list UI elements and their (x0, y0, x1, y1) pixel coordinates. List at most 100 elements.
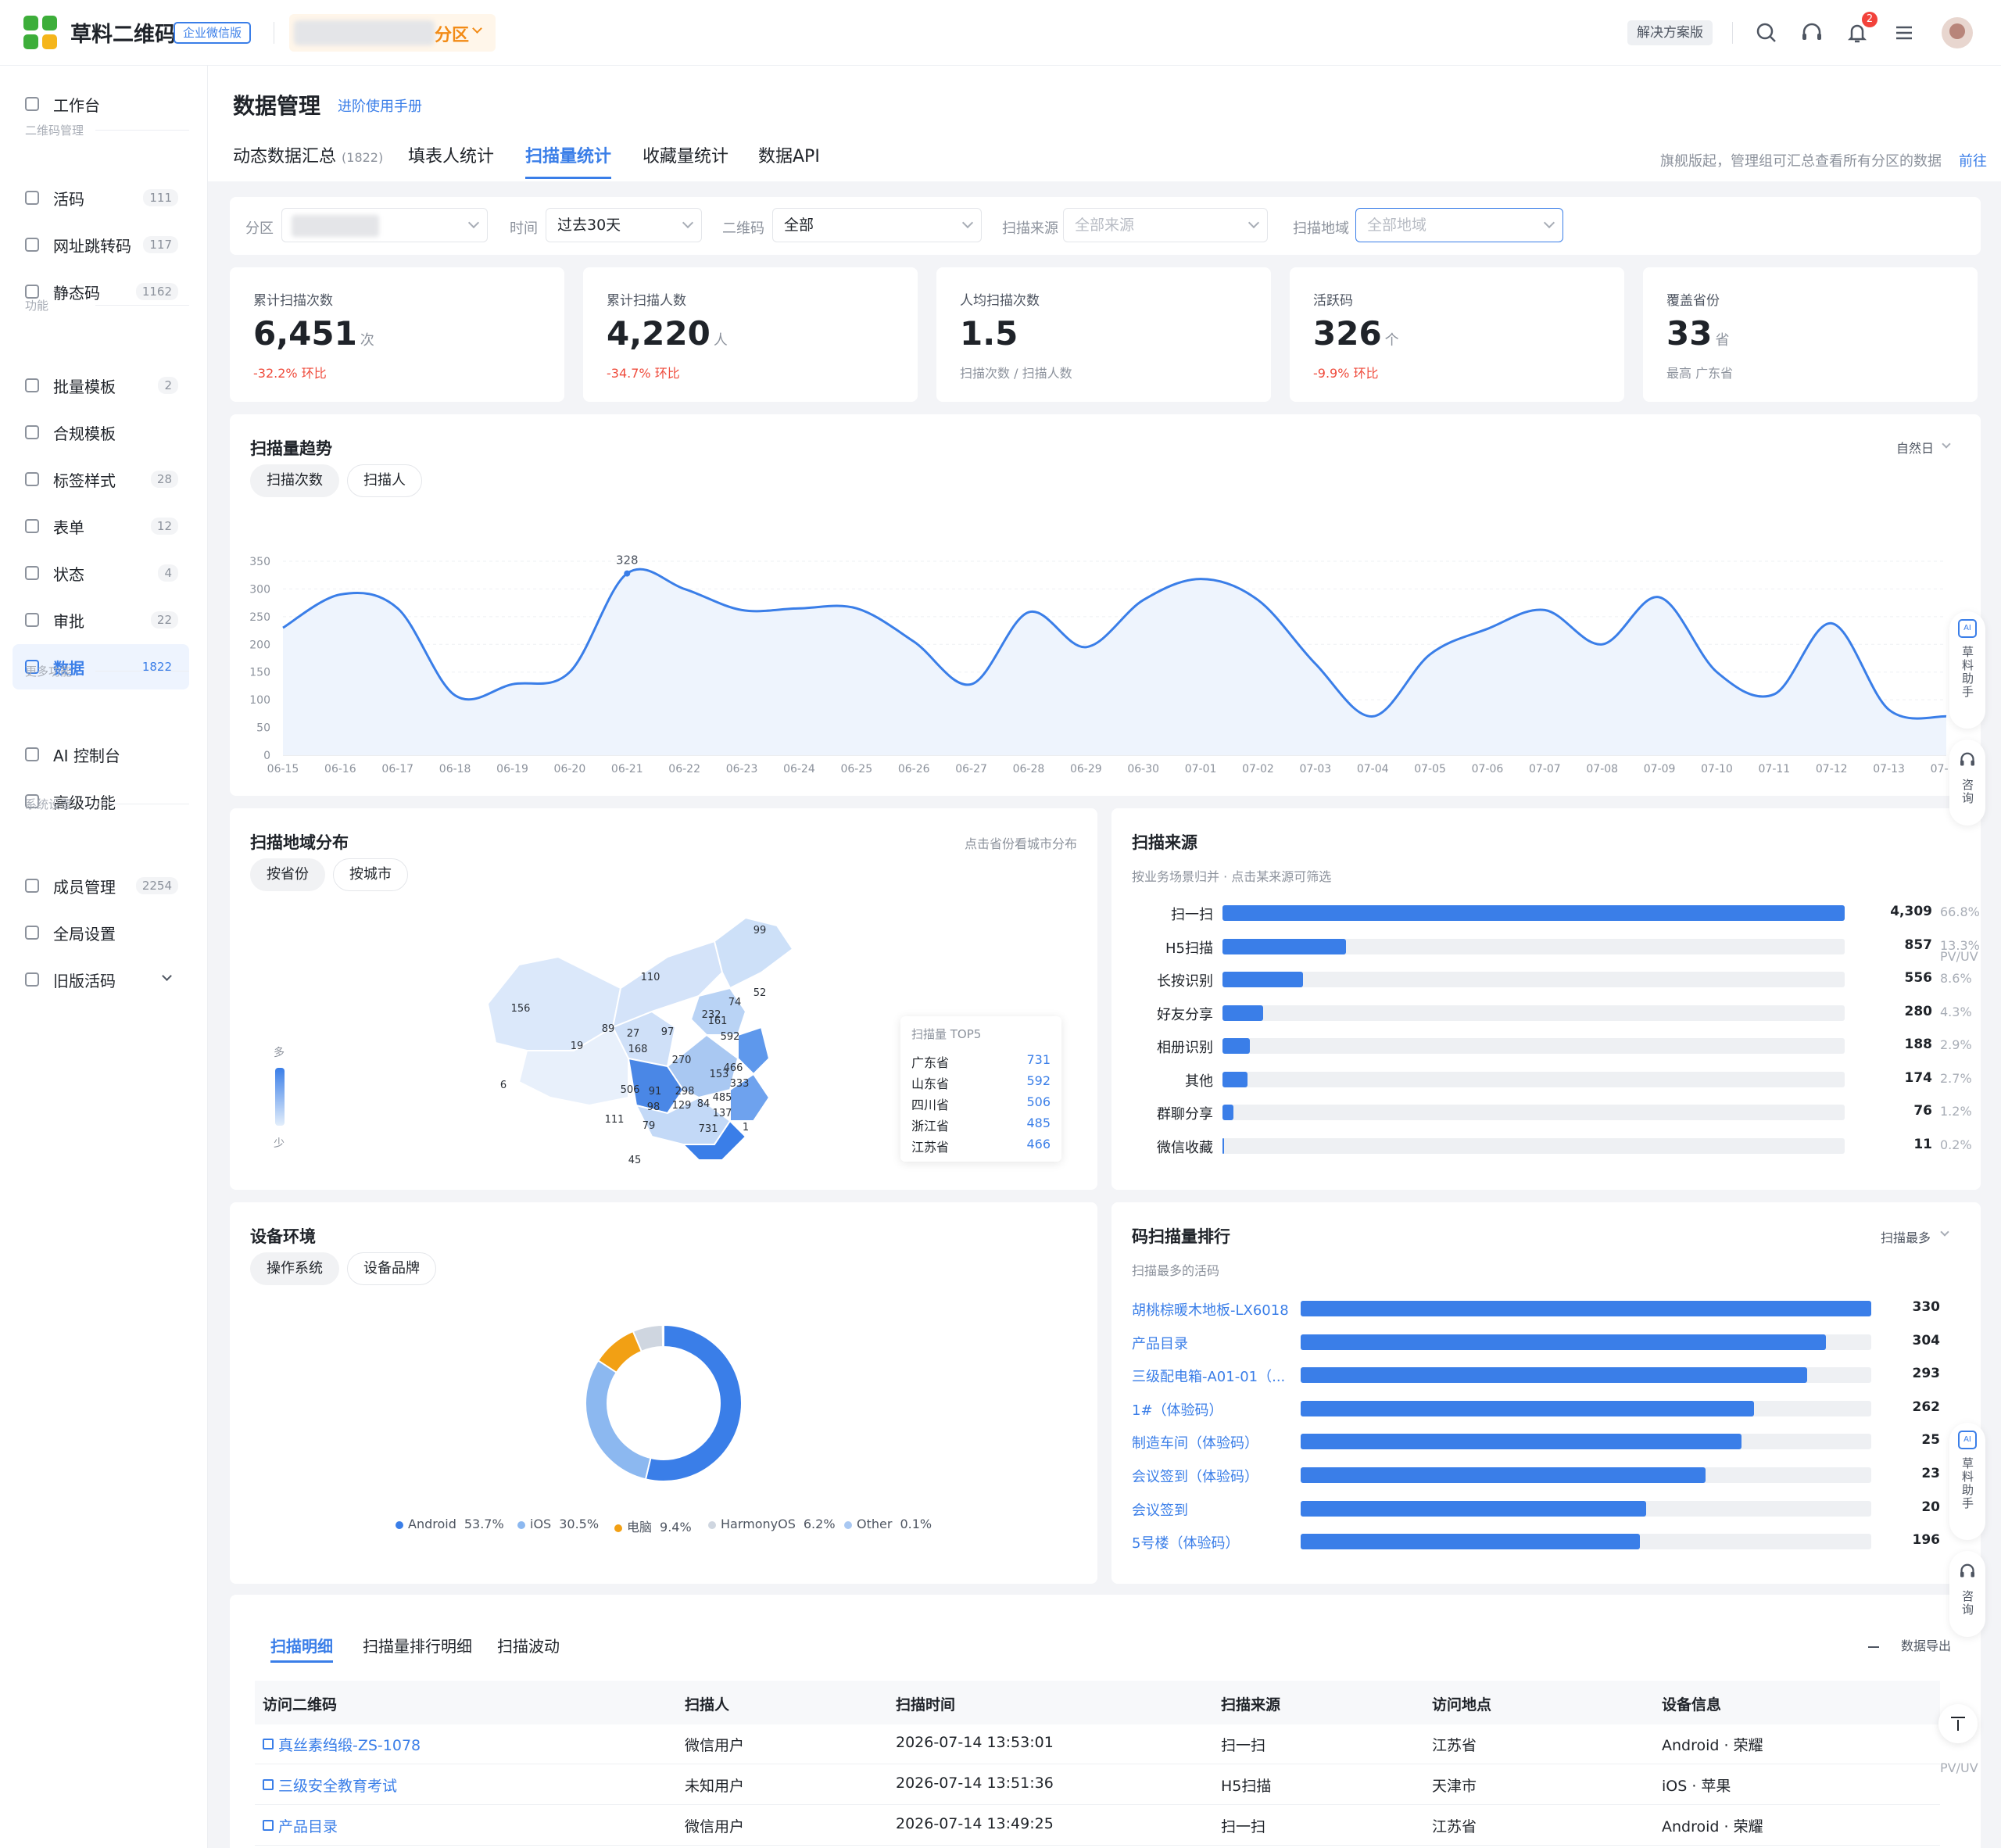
source-bar-track[interactable] (1222, 905, 1845, 921)
tab-scan-stats[interactable]: 扫描量统计 (525, 142, 612, 179)
bell-icon[interactable] (1845, 20, 1870, 45)
sidebar-item-static-code[interactable]: 静态码 1162 (13, 269, 189, 314)
pill-brand[interactable]: 设备品牌 (347, 1252, 436, 1285)
pill-by-province[interactable]: 按省份 (250, 858, 325, 891)
tab-dynamic-summary[interactable]: 动态数据汇总 (1822) (233, 142, 383, 167)
granularity-select[interactable]: 自然日 (1895, 441, 1934, 456)
upgrade-link[interactable]: 前往 (1959, 153, 1987, 170)
source-label[interactable]: 微信收藏 (1157, 1139, 1213, 1156)
device-legend-item[interactable]: Other 0.1% (844, 1517, 932, 1531)
source-bar-track[interactable] (1222, 1005, 1845, 1021)
source-label[interactable]: 其他 (1185, 1073, 1213, 1090)
donut-slice-other[interactable] (661, 1323, 664, 1348)
brand-logo-icon[interactable] (23, 16, 58, 50)
assistant-float-button[interactable]: AI 草料助手 (1949, 611, 1985, 729)
menu-icon[interactable] (1892, 20, 1917, 45)
trend-point[interactable] (624, 570, 631, 577)
solution-edition-button[interactable]: 解决方案版 (1627, 20, 1713, 45)
sidebar-item-data[interactable]: 数据 1822 (13, 644, 189, 689)
export-button[interactable]: 数据导出 (1900, 1638, 1951, 1653)
province-region-inner-mongolia[interactable] (611, 940, 724, 1029)
rank-code-link[interactable]: 胡桃棕暖木地板-LX6018 (1132, 1302, 1288, 1319)
source-label[interactable]: 扫一扫 (1171, 907, 1213, 923)
rank-code-link[interactable]: 会议签到（体验码） (1132, 1469, 1258, 1485)
pill-os[interactable]: 操作系统 (250, 1252, 339, 1285)
sidebar-item-live-code[interactable]: 活码 111 (13, 175, 189, 220)
tab-filler-stats[interactable]: 填表人统计 (408, 142, 494, 167)
source-percent: 13.3% (1940, 937, 1980, 953)
sidebar-item-approval[interactable]: 审批 22 (13, 597, 189, 643)
province-region-shandong[interactable] (737, 1026, 771, 1076)
tab-data-api[interactable]: 数据API (758, 142, 820, 167)
partition-selector[interactable]: 分区 (289, 14, 496, 52)
rank-code-link[interactable]: 5号楼（体验码） (1132, 1535, 1240, 1553)
sidebar-item-global-settings[interactable]: 全局设置 (13, 910, 189, 955)
download-icon[interactable] (1868, 1637, 1879, 1648)
device-legend-item[interactable]: Android 53.7% (396, 1517, 504, 1531)
assistant-float-button-2[interactable]: AI 草料助手 (1949, 1423, 1985, 1540)
sidebar-item-status[interactable]: 状态 4 (13, 550, 189, 596)
source-bar-track[interactable] (1222, 1038, 1845, 1054)
sidebar-item-workbench[interactable]: 工作台 (13, 81, 189, 127)
source-bar-track[interactable] (1222, 1137, 1845, 1154)
pill-scan-count[interactable]: 扫描次数 (250, 464, 339, 497)
time-select[interactable]: 过去30天 (546, 208, 702, 242)
sidebar-item-members[interactable]: 成员管理 2254 (13, 863, 189, 908)
code-select[interactable]: 全部 (772, 208, 982, 242)
source-bar-track[interactable] (1222, 1071, 1845, 1087)
rank-code-link[interactable]: 1#（体验码） (1132, 1402, 1223, 1419)
headset-icon[interactable] (1799, 20, 1824, 45)
tab-scan-detail[interactable]: 扫描明细 (270, 1634, 333, 1663)
tab-rank-detail[interactable]: 扫描量排行明细 (363, 1637, 472, 1656)
source-label[interactable]: 好友分享 (1157, 1006, 1213, 1023)
back-to-top-button[interactable] (1938, 1704, 1978, 1743)
device-donut-chart (585, 1323, 743, 1482)
sidebar-item-form[interactable]: 表单 12 (13, 503, 189, 549)
tab-favorite-stats[interactable]: 收藏量统计 (643, 142, 728, 167)
device-legend-item[interactable]: iOS 30.5% (517, 1517, 599, 1531)
table-cell-code-link[interactable]: 产品目录 (278, 1818, 338, 1835)
rank-code-link[interactable]: 三级配电箱-A01-01（... (1132, 1369, 1286, 1386)
rank-sort-select[interactable]: 扫描最多 (1880, 1230, 1931, 1245)
sidebar-item-url-redirect[interactable]: 网址跳转码 117 (13, 222, 189, 267)
source-bar-track[interactable] (1222, 972, 1845, 987)
donut-slice-android[interactable] (644, 1323, 743, 1482)
table-cell-code-link[interactable]: 三级安全教育考试 (278, 1778, 398, 1795)
source-label[interactable]: 长按识别 (1157, 973, 1213, 990)
table-cell-code-link[interactable]: 真丝素绉缎-ZS-1078 (278, 1737, 421, 1754)
province-region-tibet[interactable] (517, 1026, 629, 1107)
sidebar-item-legacy-code[interactable]: 旧版活码 (13, 957, 189, 1002)
sidebar-item-compliance-template[interactable]: 合规模板 (13, 410, 189, 455)
sidebar-item-ai-console[interactable]: AI 控制台 (13, 732, 189, 777)
device-legend-item[interactable]: HarmonyOS 6.2% (708, 1517, 836, 1531)
province-region-zhejiang[interactable] (729, 1073, 771, 1122)
province-region-guangdong[interactable] (681, 1119, 747, 1161)
source-label[interactable]: 群聊分享 (1157, 1106, 1213, 1123)
user-avatar[interactable] (1942, 17, 1973, 48)
source-label[interactable]: H5扫描 (1165, 940, 1213, 957)
pill-scanners[interactable]: 扫描人 (347, 464, 422, 497)
search-icon[interactable] (1754, 20, 1779, 45)
tab-scan-fluctuation[interactable]: 扫描波动 (497, 1637, 560, 1656)
source-select[interactable]: 全部来源 (1063, 208, 1268, 242)
sidebar-item-label-style[interactable]: 标签样式 28 (13, 457, 189, 502)
rank-code-link[interactable]: 制造车间（体验码） (1132, 1435, 1258, 1452)
manual-link[interactable]: 进阶使用手册 (338, 98, 422, 115)
sidebar-item-advanced[interactable]: 高级功能 (13, 779, 189, 824)
donut-slice-ios[interactable] (585, 1359, 652, 1481)
sidebar-item-batch-template[interactable]: 批量模板 2 (13, 363, 189, 408)
device-legend-item[interactable]: 电脑 9.4% (614, 1517, 692, 1535)
pill-by-city[interactable]: 按城市 (333, 858, 408, 891)
rank-code-link[interactable]: 产品目录 (1132, 1335, 1188, 1352)
province-region-sichuan[interactable] (627, 1057, 685, 1115)
source-label[interactable]: 相册识别 (1157, 1040, 1213, 1056)
consult-float-button-2[interactable]: 咨询 (1949, 1551, 1985, 1637)
source-bar-track[interactable] (1222, 938, 1845, 954)
province-region-northeast[interactable] (713, 916, 793, 990)
region-select[interactable]: 全部地域 (1355, 208, 1563, 242)
rank-code-link[interactable]: 会议签到 (1132, 1502, 1188, 1519)
source-bar-track[interactable] (1222, 1105, 1845, 1120)
partition-select[interactable] (281, 208, 488, 242)
consult-float-button[interactable]: 咨询 (1949, 740, 1985, 826)
